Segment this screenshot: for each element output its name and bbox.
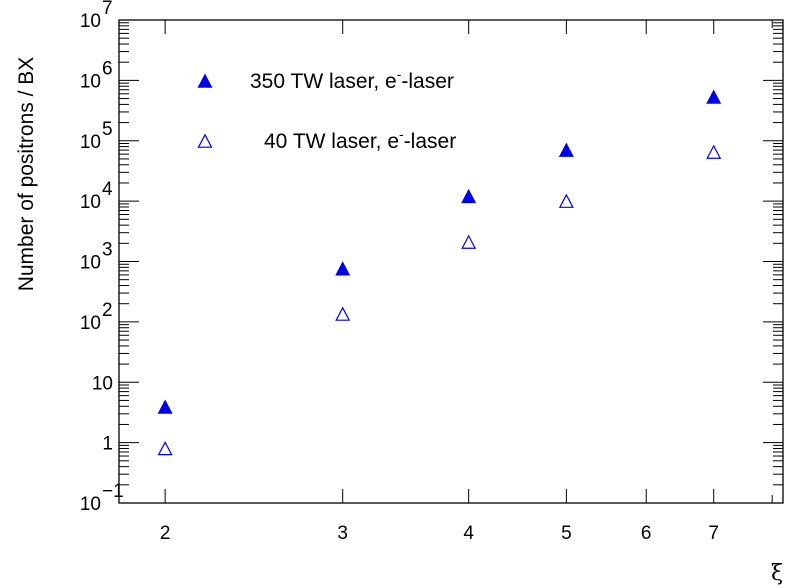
legend: 350 TW laser, e--laser 40 TW laser, e--la… bbox=[197, 66, 456, 153]
y-tick-label: 1 bbox=[102, 434, 113, 455]
y-tick-exponent: 2 bbox=[102, 300, 113, 321]
x-tick-label: 7 bbox=[708, 523, 719, 544]
y-tick-label: 10 bbox=[80, 494, 101, 515]
y-tick-label: 10 bbox=[80, 11, 101, 32]
y-tick-exponent: 7 bbox=[102, 0, 113, 19]
y-tick-exponent: 3 bbox=[102, 240, 113, 261]
filled-triangle-point bbox=[461, 188, 477, 204]
y-tick-label: 10 bbox=[80, 192, 101, 213]
y-tick-label: 10 bbox=[80, 313, 101, 334]
open-triangle-point bbox=[558, 193, 574, 208]
y-tick-label: 10 bbox=[80, 253, 101, 274]
open-triangle-point bbox=[157, 441, 173, 456]
legend-label: 350 TW laser, e--laser bbox=[250, 66, 454, 93]
x-tick-label: 2 bbox=[160, 523, 171, 544]
plot-frame bbox=[118, 19, 784, 504]
open-triangle-point bbox=[706, 144, 722, 159]
x-tick-labels: 2 3 4 5 6 7 bbox=[160, 523, 719, 544]
y-tick-label: 10 bbox=[80, 132, 101, 153]
filled-triangle-point bbox=[335, 261, 351, 276]
minor-ticks bbox=[119, 20, 783, 503]
x-tick-label: 5 bbox=[561, 523, 572, 544]
open-triangle-point bbox=[335, 306, 351, 321]
x-tick-label: 4 bbox=[463, 523, 474, 544]
x-axis-title: ξ bbox=[771, 561, 783, 586]
x-tick-label: 6 bbox=[641, 523, 652, 544]
y-axis-title: Number of positrons / BX bbox=[15, 57, 38, 292]
data-points bbox=[157, 89, 722, 456]
y-tick-exponent: 5 bbox=[102, 119, 113, 140]
filled-triangle-point bbox=[706, 89, 722, 104]
y-tick-exponent: 6 bbox=[102, 58, 113, 79]
y-tick-exponent: 4 bbox=[102, 179, 113, 200]
x-tick-label: 3 bbox=[337, 523, 348, 544]
filled-triangle-point bbox=[558, 142, 574, 157]
legend-marker bbox=[197, 133, 213, 148]
y-tick-label: 10 bbox=[92, 373, 113, 394]
y-tick-exponent: −1 bbox=[102, 481, 124, 502]
legend-marker bbox=[197, 73, 213, 88]
open-triangle-point bbox=[461, 234, 477, 249]
filled-triangle-point bbox=[157, 399, 173, 414]
legend-label: 40 TW laser, e--laser bbox=[264, 126, 456, 153]
y-tick-label: 10 bbox=[80, 71, 101, 92]
